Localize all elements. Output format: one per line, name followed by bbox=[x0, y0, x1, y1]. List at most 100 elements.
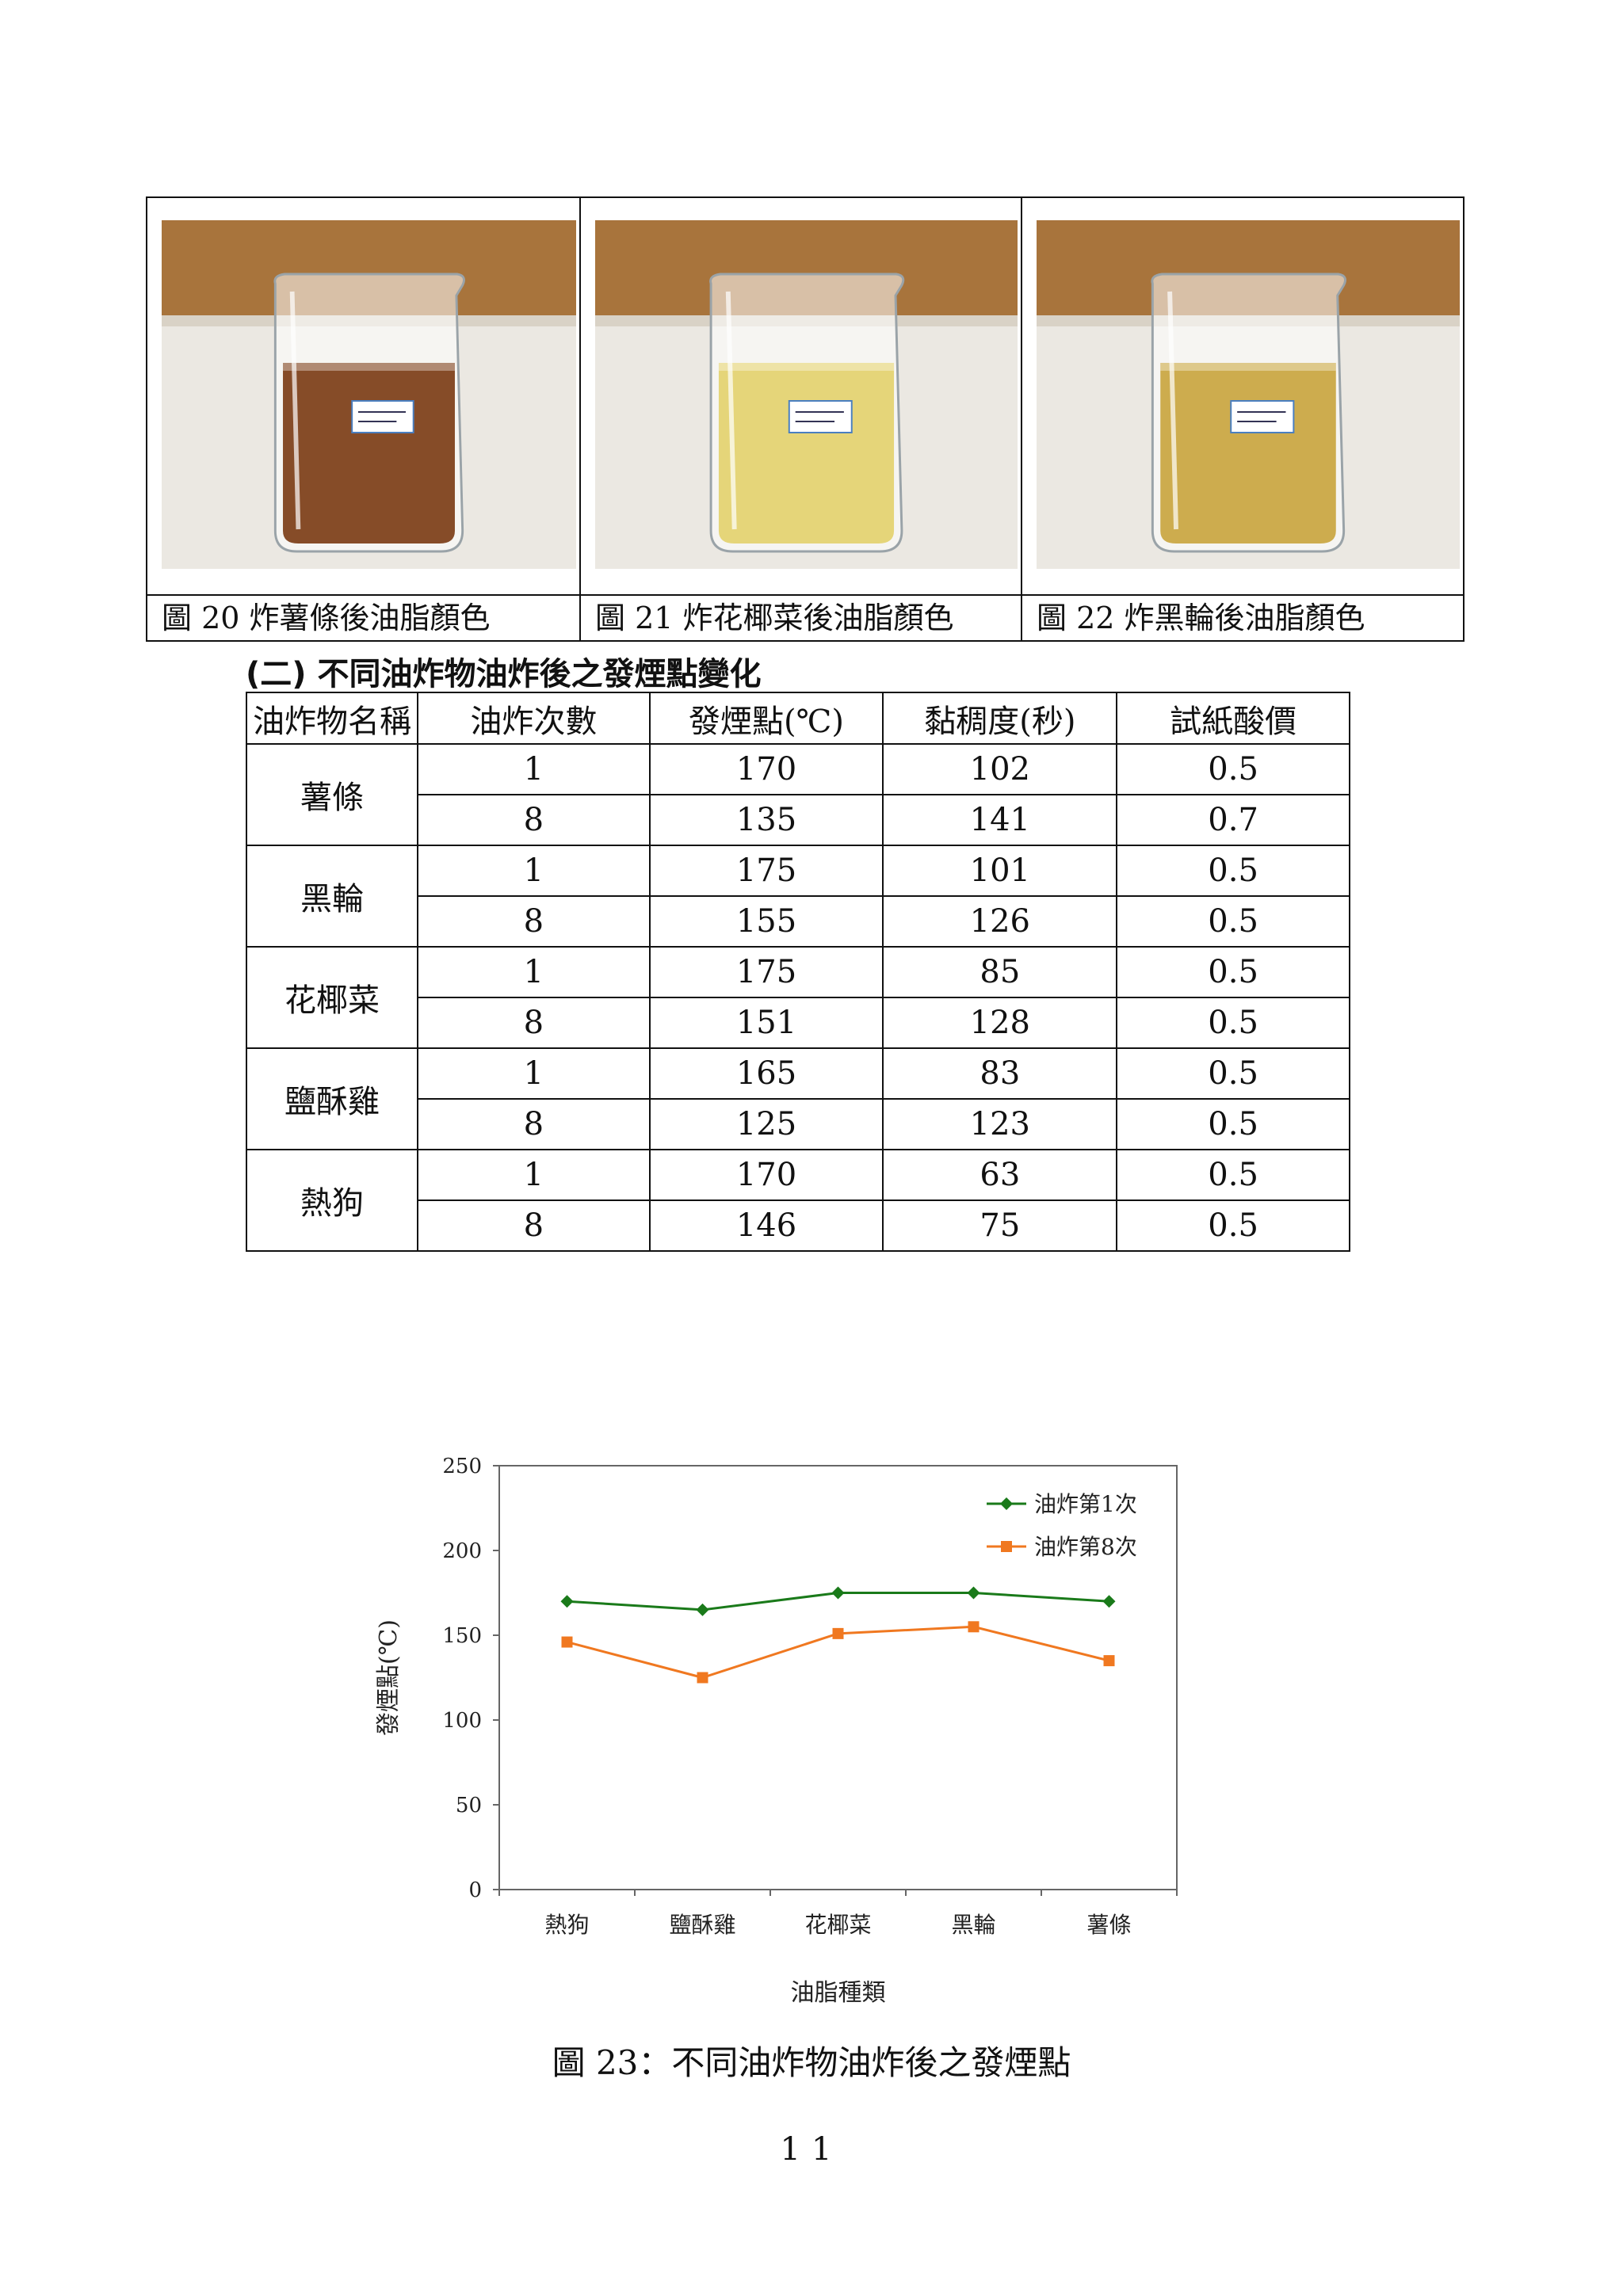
header-food: 油炸物名稱 bbox=[245, 692, 419, 745]
viscosity-cell: 83 bbox=[882, 1047, 1118, 1100]
food-name-cell: 花椰菜 bbox=[245, 946, 419, 1049]
smoke-point-cell: 175 bbox=[648, 845, 884, 897]
page-number: 11 bbox=[780, 2131, 843, 2168]
acid-value-cell: 0.5 bbox=[1116, 946, 1350, 998]
fry-count-cell: 8 bbox=[417, 895, 651, 948]
smoke-point-cell: 151 bbox=[648, 997, 884, 1049]
header-acid-value: 試紙酸價 bbox=[1116, 692, 1350, 745]
acid-value-cell: 0.7 bbox=[1116, 794, 1350, 846]
fry-count-cell: 1 bbox=[417, 1149, 651, 1201]
viscosity-cell: 123 bbox=[882, 1098, 1118, 1150]
smoke-point-cell: 175 bbox=[648, 946, 884, 998]
smoke-point-cell: 165 bbox=[648, 1047, 884, 1100]
food-name-cell: 鹽酥雞 bbox=[245, 1047, 419, 1150]
y-axis-title: 發煙點(℃) bbox=[375, 1619, 403, 1736]
fry-count-cell: 8 bbox=[417, 1199, 651, 1252]
smoke-point-chart: 0 50 100 150 200 250 熱狗 鹽酥雞 花椰菜 黑輪 薯條油脂種類 發煙點(℃) 油炸第… bbox=[349, 1442, 1220, 2012]
plot-area bbox=[498, 1465, 1178, 1890]
beaker-photo-fries bbox=[162, 220, 576, 569]
series-8-point bbox=[1103, 1655, 1115, 1667]
table-row: 8 155 126 0.5 bbox=[246, 895, 1350, 948]
legend-label: 油炸第8次 bbox=[1034, 1534, 1137, 1560]
y-tick-label: 200 bbox=[442, 1539, 482, 1563]
smoke-point-cell: 170 bbox=[648, 1149, 884, 1201]
fry-count-cell: 1 bbox=[417, 743, 651, 795]
y-tick-label: 100 bbox=[442, 1709, 482, 1733]
legend-marker bbox=[1001, 1541, 1012, 1552]
series-1-point bbox=[696, 1603, 709, 1616]
table-row: 熱狗 1 170 63 0.5 bbox=[245, 1149, 1350, 1252]
food-name-cell: 黑輪 bbox=[245, 845, 419, 948]
fry-count-cell: 8 bbox=[417, 997, 651, 1049]
series-1-point bbox=[560, 1595, 574, 1608]
smoke-point-cell: 146 bbox=[648, 1199, 884, 1252]
viscosity-cell: 102 bbox=[882, 743, 1118, 795]
viscosity-cell: 126 bbox=[882, 895, 1118, 948]
viscosity-cell: 141 bbox=[882, 794, 1118, 846]
legend-marker bbox=[1000, 1497, 1013, 1510]
food-name-cell: 薯條 bbox=[245, 743, 419, 846]
acid-value-cell: 0.5 bbox=[1116, 1047, 1350, 1100]
fry-count-cell: 1 bbox=[417, 845, 651, 897]
x-tick-label: 鹽酥雞 bbox=[669, 1912, 735, 1938]
series-8-point bbox=[697, 1672, 708, 1684]
series-8-point bbox=[968, 1621, 980, 1633]
x-tick-label: 花椰菜 bbox=[804, 1912, 871, 1938]
photo-cell-2: 圖 21 炸花椰菜後油脂顏色 bbox=[579, 198, 1021, 640]
acid-value-cell: 0.5 bbox=[1116, 1199, 1350, 1252]
beaker-photo-cauliflower bbox=[595, 220, 1018, 569]
series-1-point bbox=[1102, 1595, 1116, 1608]
table-header-row: 油炸物名稱 油炸次數 發煙點(℃) 黏稠度(秒) 試紙酸價 bbox=[245, 692, 1350, 745]
section-title: (二) 不同油炸物油炸後之發煙點變化 bbox=[246, 656, 762, 692]
acid-value-cell: 0.5 bbox=[1116, 1149, 1350, 1201]
fry-count-cell: 8 bbox=[417, 1098, 651, 1150]
table-row: 薯條 1 170 102 0.5 bbox=[245, 743, 1350, 846]
x-tick-label: 薯條 bbox=[1086, 1912, 1131, 1938]
photo-caption-2: 圖 21 炸花椰菜後油脂顏色 bbox=[581, 594, 1021, 640]
acid-value-cell: 0.5 bbox=[1116, 1098, 1350, 1150]
smoke-point-cell: 125 bbox=[648, 1098, 884, 1150]
table-row: 8 146 75 0.5 bbox=[246, 1199, 1350, 1252]
viscosity-cell: 128 bbox=[882, 997, 1118, 1049]
photo-cell-1: 圖 20 炸薯條後油脂顏色 bbox=[147, 198, 579, 640]
smoke-point-cell: 170 bbox=[648, 743, 884, 795]
y-tick-label: 150 bbox=[442, 1624, 482, 1648]
fry-count-cell: 1 bbox=[417, 946, 651, 998]
y-tick-label: 50 bbox=[456, 1794, 482, 1817]
smoke-point-cell: 135 bbox=[648, 794, 884, 846]
photo-cell-3: 圖 22 炸黑輪後油脂顏色 bbox=[1021, 198, 1463, 640]
header-smoke-point: 發煙點(℃) bbox=[648, 692, 884, 745]
photo-table: 圖 20 炸薯條後油脂顏色 圖 21 炸花椰菜後油脂顏色 圖 22 炸黑輪後油脂… bbox=[146, 196, 1465, 642]
viscosity-cell: 85 bbox=[882, 946, 1118, 998]
fry-count-cell: 1 bbox=[417, 1047, 651, 1100]
beaker-photo-fishcake bbox=[1037, 220, 1460, 569]
acid-value-cell: 0.5 bbox=[1116, 997, 1350, 1049]
smoke-point-table: 油炸物名稱 油炸次數 發煙點(℃) 黏稠度(秒) 試紙酸價 薯條 1 170 102 0… bbox=[245, 692, 1350, 1252]
acid-value-cell: 0.5 bbox=[1116, 743, 1350, 795]
y-tick-label: 0 bbox=[468, 1878, 482, 1902]
series-1-point bbox=[967, 1586, 980, 1600]
viscosity-cell: 101 bbox=[882, 845, 1118, 897]
photo-caption-3: 圖 22 炸黑輪後油脂顏色 bbox=[1022, 594, 1463, 640]
x-axis-title: 油脂種類 bbox=[791, 1979, 886, 2007]
series-1-point bbox=[831, 1586, 845, 1600]
table-row: 8 125 123 0.5 bbox=[246, 1098, 1350, 1150]
legend-label: 油炸第1次 bbox=[1034, 1491, 1137, 1517]
acid-value-cell: 0.5 bbox=[1116, 845, 1350, 897]
table-row: 8 151 128 0.5 bbox=[246, 997, 1350, 1049]
header-fry-count: 油炸次數 bbox=[417, 692, 651, 745]
food-name-cell: 熱狗 bbox=[245, 1149, 419, 1252]
table-row: 鹽酥雞 1 165 83 0.5 bbox=[245, 1047, 1350, 1150]
figure-caption: 圖 23：不同油炸物油炸後之發煙點 bbox=[552, 2043, 1071, 2082]
fry-count-cell: 8 bbox=[417, 794, 651, 846]
table-row: 黑輪 1 175 101 0.5 bbox=[245, 845, 1350, 948]
acid-value-cell: 0.5 bbox=[1116, 895, 1350, 948]
table-body: 薯條 1 170 102 0.5 8 135 141 0.7 黑輪 1 175 101 0.5 8 155 12… bbox=[245, 743, 1350, 1252]
x-tick-label: 熱狗 bbox=[544, 1912, 589, 1938]
table-row: 8 135 141 0.7 bbox=[246, 794, 1350, 846]
x-tick-label: 黑輪 bbox=[951, 1912, 995, 1938]
y-tick-label: 250 bbox=[442, 1455, 482, 1478]
smoke-point-cell: 155 bbox=[648, 895, 884, 948]
series-8-point bbox=[561, 1636, 573, 1648]
viscosity-cell: 63 bbox=[882, 1149, 1118, 1201]
